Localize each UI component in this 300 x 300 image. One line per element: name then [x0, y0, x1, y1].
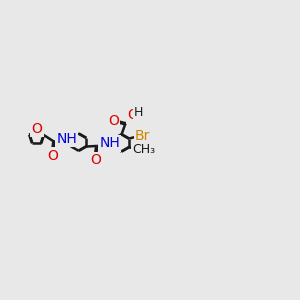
Text: O: O	[47, 149, 58, 163]
Text: O: O	[127, 109, 138, 122]
Text: NH: NH	[99, 136, 120, 150]
Text: NH: NH	[56, 132, 77, 146]
Text: H: H	[134, 106, 143, 119]
Text: O: O	[108, 114, 119, 128]
Text: Br: Br	[135, 129, 151, 143]
Text: CH₃: CH₃	[132, 143, 155, 156]
Text: O: O	[90, 153, 101, 167]
Text: O: O	[32, 122, 43, 136]
